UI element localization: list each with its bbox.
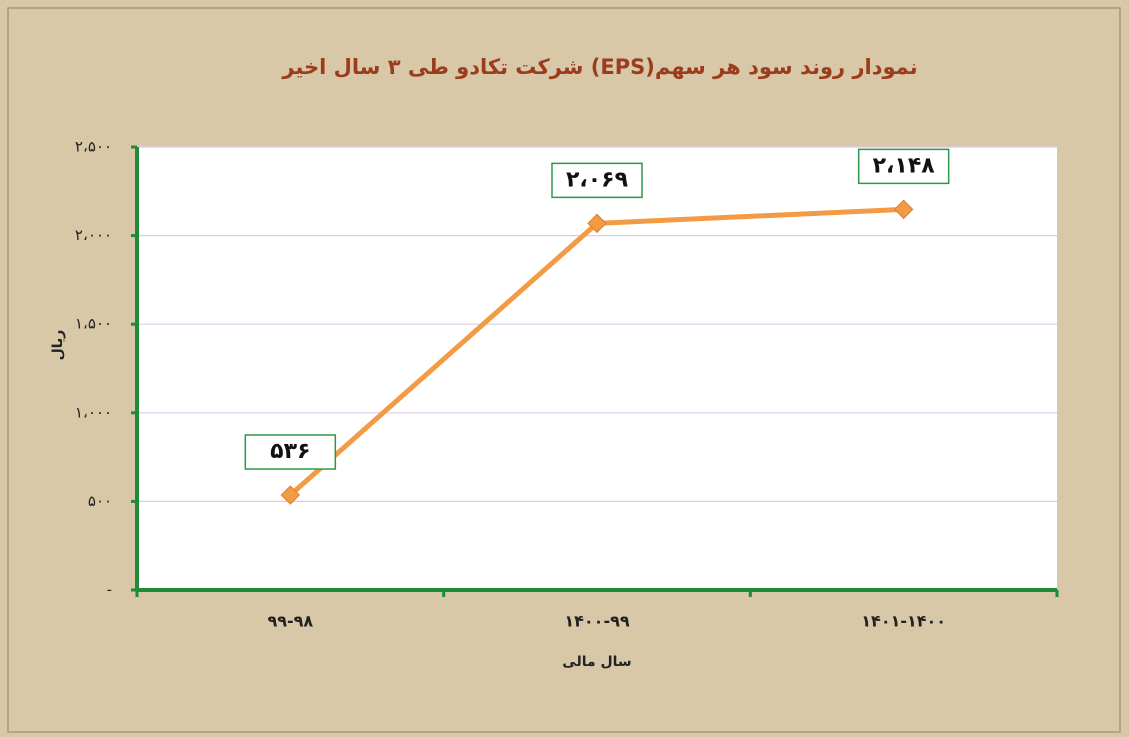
y-tick-label: ۲،۰۰۰ [75, 226, 112, 244]
y-tick-label: ۱،۵۰۰ [75, 315, 112, 333]
y-tick-label: - [107, 581, 112, 599]
x-axis-label: سال مالی [562, 654, 631, 670]
x-tick-label: ۱۴۰۱-۱۴۰۰ [861, 612, 946, 631]
value-label-box [551, 162, 643, 199]
y-tick-label: ۲،۵۰۰ [75, 138, 112, 156]
x-tick-label: ۹۹-۹۸ [267, 612, 313, 631]
chart-title: نمودار روند سود هر سهم(EPS) شرکت تکادو ط… [281, 55, 917, 79]
y-tick-label: ۵۰۰ [88, 492, 112, 510]
marker [893, 199, 914, 220]
frame [7, 7, 1121, 733]
value-label-box [244, 434, 337, 470]
y-axis-label: ریال [50, 330, 66, 361]
value-label: ۲،۱۴۸ [873, 153, 936, 178]
marker [280, 485, 301, 505]
value-label: ۵۳۶ [270, 439, 310, 464]
value-label-box [857, 148, 950, 185]
value-label: ۲،۰۶۹ [566, 167, 628, 192]
y-tick-label: ۱،۰۰۰ [75, 403, 112, 421]
x-tick-label: ۱۴۰۰-۹۹ [564, 612, 629, 631]
marker [587, 213, 607, 234]
plot-area [137, 147, 1057, 590]
